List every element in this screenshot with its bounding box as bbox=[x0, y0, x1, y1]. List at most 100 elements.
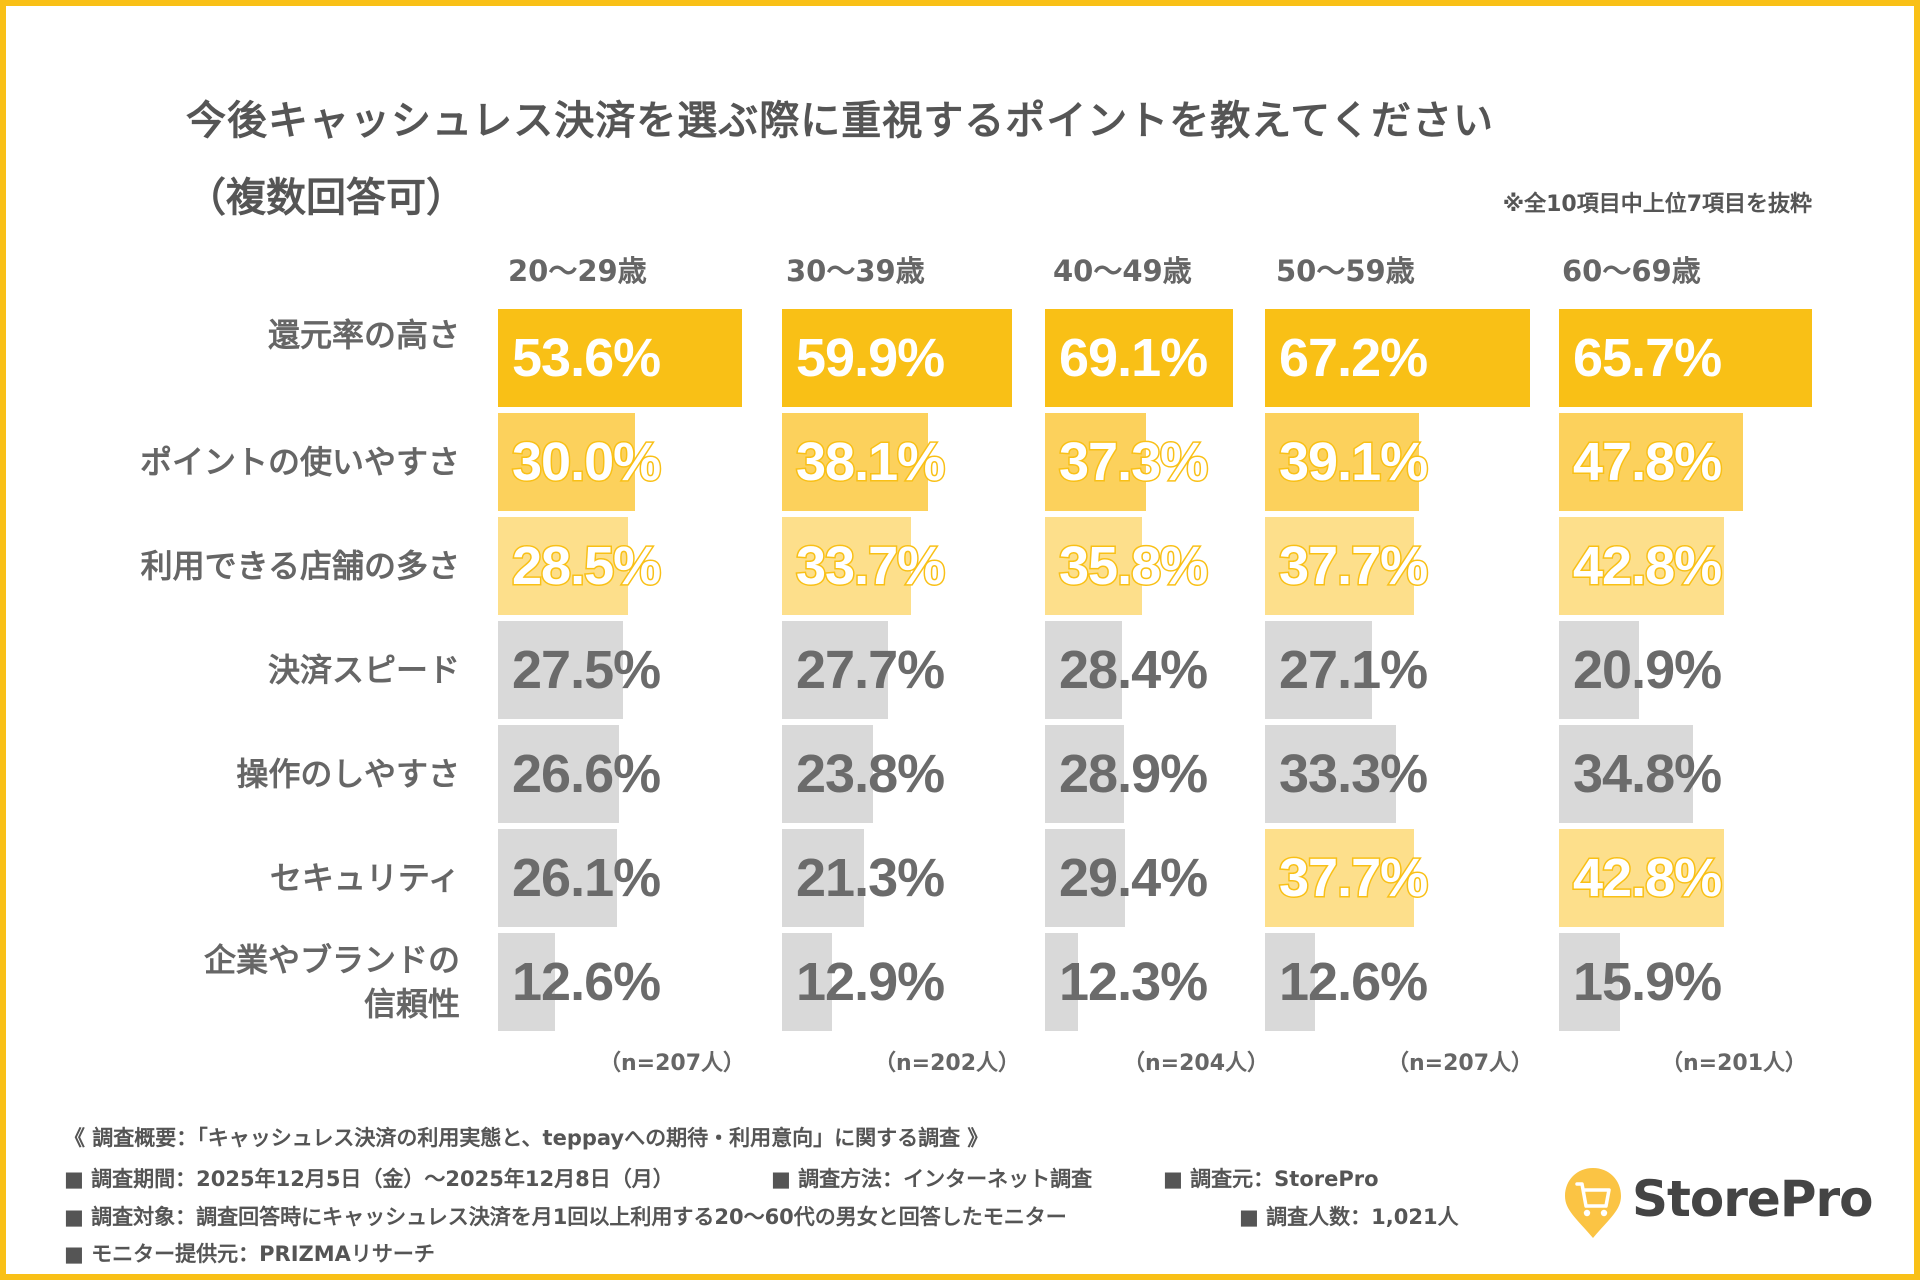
row-label-line: 決済スピード bbox=[267, 651, 460, 689]
sample-size-label: （n=204人） bbox=[1123, 1051, 1270, 1076]
data-label: 26.6% bbox=[512, 744, 661, 804]
data-label: 20.9% bbox=[1573, 640, 1722, 700]
footer-source: ■ 調査元：StorePro bbox=[1163, 1167, 1379, 1191]
data-label: 23.8% bbox=[796, 744, 945, 804]
bar bbox=[498, 517, 628, 615]
bar bbox=[498, 309, 742, 407]
bar bbox=[1265, 933, 1315, 1031]
bar bbox=[1559, 413, 1743, 511]
bar bbox=[782, 621, 888, 719]
bar bbox=[1265, 413, 1419, 511]
bar bbox=[1265, 829, 1414, 927]
bar bbox=[498, 933, 555, 1031]
bar bbox=[1045, 933, 1078, 1031]
data-label: 27.1% bbox=[1279, 640, 1428, 700]
data-label: 12.3% bbox=[1059, 952, 1208, 1012]
bar bbox=[498, 829, 617, 927]
data-label: 35.8% bbox=[1057, 535, 1209, 598]
footer-overview: 《 調査概要：「キャッシュレス決済の利用実態と、teppayへの期待・利用意向」… bbox=[64, 1126, 989, 1150]
column-header: 30〜39歳 bbox=[786, 254, 925, 288]
chart-title: 今後キャッシュレス決済を選ぶ際に重視するポイントを教えてください bbox=[186, 98, 1494, 144]
row-label-line: 信頼性 bbox=[363, 985, 460, 1023]
row-label-line: 利用できる店舗の多さ bbox=[140, 547, 460, 585]
row-label: ポイントの使いやすさ bbox=[140, 440, 460, 484]
data-label: 42.8% bbox=[1571, 847, 1723, 910]
footer-target: ■ 調査対象：調査回答時にキャッシュレス決済を月1回以上利用する20〜60代の男… bbox=[64, 1205, 1067, 1229]
bar bbox=[782, 309, 1012, 407]
bar bbox=[1559, 933, 1620, 1031]
data-label: 28.5% bbox=[510, 535, 662, 598]
footer-period: ■ 調査期間：2025年12月5日（金）〜2025年12月8日（月） bbox=[64, 1167, 674, 1191]
bar bbox=[1559, 725, 1693, 823]
bar bbox=[1559, 829, 1724, 927]
bar bbox=[782, 413, 928, 511]
data-label: 12.9% bbox=[796, 952, 945, 1012]
data-label: 15.9% bbox=[1573, 952, 1722, 1012]
row-label-line: ポイントの使いやすさ bbox=[139, 443, 460, 481]
column-header: 40〜49歳 bbox=[1053, 254, 1192, 288]
storepro-logo: StorePro bbox=[1562, 1166, 1873, 1240]
data-label: 37.7% bbox=[1277, 535, 1429, 598]
bar bbox=[1265, 621, 1372, 719]
bar bbox=[1265, 725, 1396, 823]
bar bbox=[1265, 517, 1414, 615]
cart-pin-icon bbox=[1565, 1168, 1621, 1238]
data-label: 47.8% bbox=[1571, 431, 1723, 494]
bar bbox=[1559, 309, 1812, 407]
bar bbox=[1045, 829, 1125, 927]
data-label: 65.7% bbox=[1573, 328, 1722, 388]
row-label: セキュリティ bbox=[270, 856, 460, 900]
logo-text: StorePro bbox=[1632, 1170, 1873, 1228]
row-label-line: 還元率の高さ bbox=[267, 316, 460, 354]
column-header: 60〜69歳 bbox=[1562, 254, 1701, 288]
data-label: 53.6% bbox=[512, 328, 661, 388]
data-label: 37.3% bbox=[1057, 431, 1209, 494]
bar bbox=[498, 413, 635, 511]
data-label: 33.7% bbox=[794, 535, 946, 598]
data-label: 67.2% bbox=[1279, 328, 1428, 388]
row-label: 利用できる店舗の多さ bbox=[141, 544, 460, 588]
bar bbox=[1045, 621, 1122, 719]
column-header: 20〜29歳 bbox=[508, 254, 647, 288]
data-label: 69.1% bbox=[1059, 328, 1208, 388]
data-label: 59.9% bbox=[796, 328, 945, 388]
bar bbox=[782, 725, 873, 823]
row-label-line: 操作のしやすさ bbox=[236, 755, 460, 793]
data-label: 42.8% bbox=[1571, 535, 1723, 598]
sample-size-label: （n=207人） bbox=[599, 1051, 746, 1076]
data-label: 30.0% bbox=[510, 431, 662, 494]
row-label-line: 企業やブランドの bbox=[203, 941, 460, 979]
bar bbox=[782, 517, 911, 615]
footer-provider: ■ モニター提供元：PRIZMAリサーチ bbox=[64, 1242, 435, 1266]
bar bbox=[782, 933, 832, 1031]
data-label: 28.4% bbox=[1059, 640, 1208, 700]
sample-size-label: （n=201人） bbox=[1661, 1051, 1808, 1076]
row-label: 企業やブランドの信頼性 bbox=[204, 938, 460, 1026]
sample-size-label: （n=207人） bbox=[1387, 1051, 1534, 1076]
footer-method: ■ 調査方法：インターネット調査 bbox=[771, 1167, 1093, 1191]
data-label: 12.6% bbox=[512, 952, 661, 1012]
row-label-line: セキュリティ bbox=[269, 859, 460, 897]
data-label: 33.3% bbox=[1279, 744, 1428, 804]
bar bbox=[782, 829, 864, 927]
bar bbox=[498, 725, 619, 823]
row-label: 還元率の高さ bbox=[268, 313, 460, 357]
data-label: 34.8% bbox=[1573, 744, 1722, 804]
footer-count: ■ 調査人数：1,021人 bbox=[1239, 1205, 1459, 1229]
data-label: 28.9% bbox=[1059, 744, 1208, 804]
data-label: 27.7% bbox=[796, 640, 945, 700]
data-label: 27.5% bbox=[512, 640, 661, 700]
bar bbox=[1265, 309, 1530, 407]
bar bbox=[498, 621, 623, 719]
data-label: 38.1% bbox=[794, 431, 946, 494]
bar bbox=[1559, 621, 1639, 719]
data-label: 12.6% bbox=[1279, 952, 1428, 1012]
bar bbox=[1045, 309, 1233, 407]
column-header: 50〜59歳 bbox=[1276, 254, 1415, 288]
data-label: 26.1% bbox=[512, 848, 661, 908]
bar bbox=[1045, 725, 1124, 823]
row-label: 決済スピード bbox=[268, 648, 460, 692]
row-label: 操作のしやすさ bbox=[236, 752, 460, 796]
chart-note: ※全10項目中上位7項目を抜粋 bbox=[1502, 192, 1812, 217]
